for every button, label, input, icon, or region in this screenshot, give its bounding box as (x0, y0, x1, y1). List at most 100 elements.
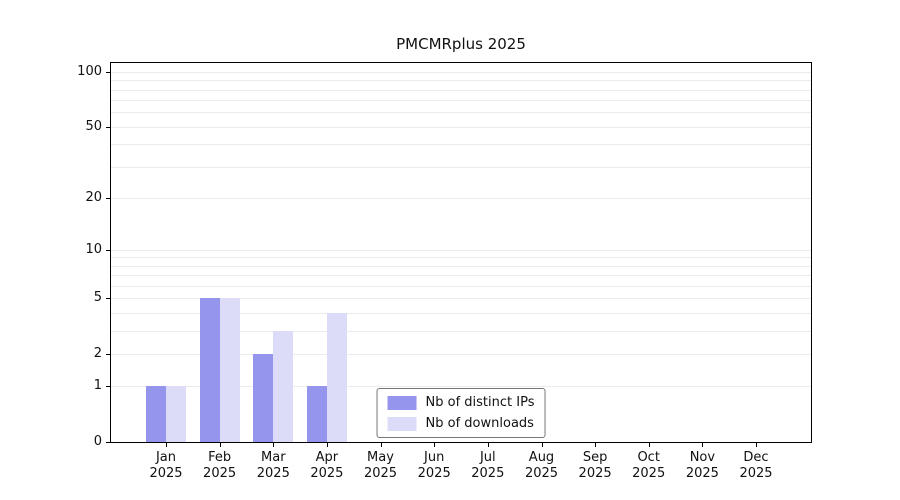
x-tick-label-oct: Oct 2025 (622, 450, 676, 482)
x-tick-mark-mar (273, 443, 275, 447)
x-tick-mark-dec (756, 443, 757, 447)
gridline-60 (111, 112, 811, 114)
x-tick-year-apr: 2025 (310, 466, 344, 481)
y-tick-label-5: 5 (93, 290, 102, 306)
x-tick-label-nov: Nov 2025 (675, 450, 729, 482)
x-tick-month-sep: Sep (582, 450, 608, 465)
y-tick-label-1: 1 (93, 378, 102, 394)
gridline-20 (111, 197, 811, 199)
y-tick-label-0: 0 (93, 434, 102, 449)
x-tick-month-nov: Nov (689, 450, 716, 465)
x-tick-year-jan: 2025 (149, 466, 183, 481)
gridline-80 (111, 89, 811, 91)
legend-label-downloads: Nb of downloads (425, 416, 534, 431)
gridline-1 (111, 386, 811, 388)
x-tick-mark-apr (326, 443, 328, 447)
y-tick-mark-0 (106, 442, 110, 443)
gridline-8 (111, 265, 811, 267)
x-tick-label-apr: Apr 2025 (300, 450, 354, 482)
x-tick-month-jan: Jan (155, 450, 177, 465)
y-tick-mark-50 (106, 126, 110, 128)
x-tick-label-feb: Feb 2025 (193, 450, 247, 482)
bar-jan-distinct-ips (146, 386, 166, 442)
x-tick-year-oct: 2025 (632, 466, 666, 481)
bar-feb-distinct-ips (199, 298, 220, 442)
y-tick-label-50: 50 (85, 118, 102, 134)
x-tick-month-may: May (367, 450, 394, 465)
legend: Nb of distinct IPs Nb of downloads (376, 388, 546, 438)
legend-swatch-downloads (387, 416, 417, 431)
y-tick-mark-2 (106, 353, 110, 355)
x-tick-mark-aug (541, 443, 543, 447)
gridline-2 (111, 353, 811, 355)
legend-item-downloads: Nb of downloads (387, 416, 535, 431)
legend-item-distinct-ips: Nb of distinct IPs (387, 395, 535, 410)
gridline-10 (111, 249, 811, 251)
y-tick-label-20: 20 (85, 189, 102, 205)
x-tick-year-jul: 2025 (471, 466, 505, 481)
x-tick-label-sep: Sep 2025 (568, 450, 622, 482)
x-tick-year-aug: 2025 (524, 466, 559, 481)
y-tick-mark-5 (106, 298, 110, 300)
x-tick-month-oct: Oct (637, 450, 660, 465)
y-tick-label-2: 2 (93, 345, 102, 361)
x-tick-year-feb: 2025 (203, 466, 237, 481)
y-tick-mark-100 (106, 72, 110, 73)
gridline-9 (111, 257, 811, 259)
x-tick-mark-jun (434, 443, 436, 447)
x-tick-year-sep: 2025 (578, 466, 612, 481)
gridline-3 (111, 330, 811, 332)
x-tick-label-aug: Aug 2025 (515, 450, 569, 482)
bar-mar-downloads (273, 330, 294, 442)
bar-apr-distinct-ips (306, 386, 327, 442)
x-tick-month-mar: Mar (261, 450, 286, 465)
plot-area: Nb of distinct IPs Nb of downloads (110, 62, 812, 443)
x-tick-mark-sep (595, 443, 597, 447)
gridline-40 (111, 144, 811, 146)
x-tick-year-nov: 2025 (685, 466, 719, 481)
x-tick-label-dec: Dec 2025 (729, 450, 783, 482)
x-tick-month-apr: Apr (315, 450, 339, 465)
x-tick-mark-may (380, 443, 382, 447)
y-tick-mark-1 (106, 386, 110, 388)
gridline-50 (111, 126, 811, 128)
x-tick-year-mar: 2025 (256, 466, 290, 481)
y-tick-mark-20 (106, 197, 110, 199)
x-tick-month-aug: Aug (528, 450, 555, 465)
gridline-30 (111, 166, 811, 168)
gridline-70 (111, 100, 811, 102)
gridline-90 (111, 80, 811, 82)
x-tick-year-may: 2025 (363, 466, 398, 481)
legend-swatch-distinct-ips (387, 395, 417, 410)
x-tick-label-jul: Jul 2025 (461, 450, 515, 482)
x-tick-label-may: May 2025 (354, 450, 408, 482)
bar-apr-downloads (326, 313, 347, 442)
gridline-5 (111, 298, 811, 300)
x-tick-mark-jul (487, 443, 489, 447)
x-tick-label-mar: Mar 2025 (246, 450, 300, 482)
gridline-100 (111, 72, 811, 73)
y-tick-label-100: 100 (77, 64, 102, 79)
x-tick-month-jun: Jun (424, 450, 445, 465)
gridline-7 (111, 275, 811, 277)
x-tick-month-feb: Feb (208, 450, 232, 465)
x-tick-year-jun: 2025 (417, 466, 451, 481)
y-tick-mark-10 (106, 249, 110, 251)
y-tick-label-10: 10 (85, 241, 102, 257)
bar-mar-distinct-ips (253, 353, 274, 442)
chart-title: PMCMRplus 2025 (396, 35, 526, 53)
x-tick-month-dec: Dec (743, 450, 769, 465)
x-tick-mark-nov (702, 443, 704, 447)
x-tick-month-jul: Jul (479, 450, 496, 465)
bar-jan-downloads (166, 386, 186, 442)
x-tick-mark-jan (166, 443, 167, 447)
gridline-6 (111, 286, 811, 287)
legend-label-distinct-ips: Nb of distinct IPs (425, 395, 535, 410)
x-tick-label-jun: Jun 2025 (407, 450, 461, 482)
bar-feb-downloads (219, 298, 240, 442)
x-tick-label-jan: Jan 2025 (139, 450, 193, 482)
x-tick-mark-oct (648, 443, 650, 447)
gridline-4 (111, 313, 811, 314)
x-tick-year-dec: 2025 (739, 466, 773, 481)
